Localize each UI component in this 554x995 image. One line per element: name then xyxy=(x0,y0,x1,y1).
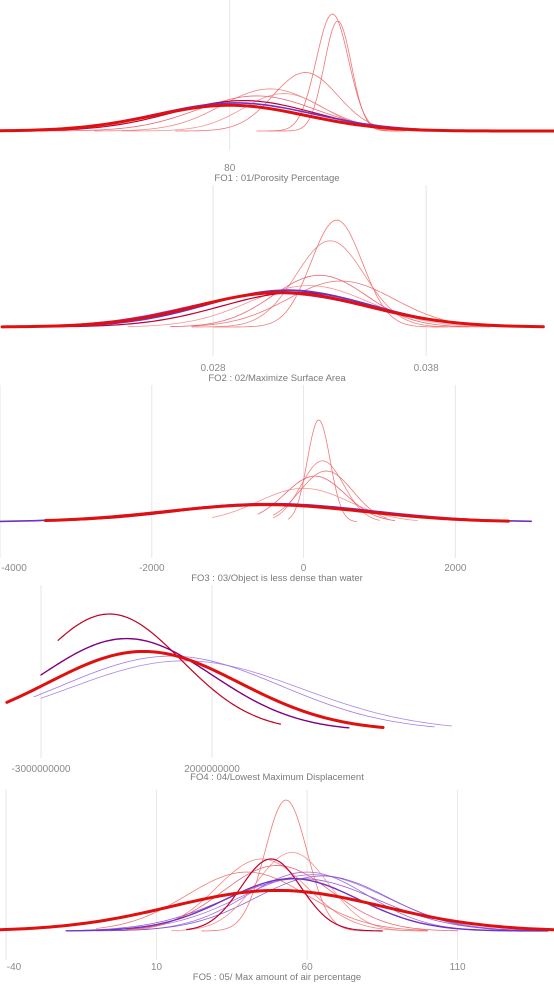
chart-title-2: FO2 : 02/Maximize Surface Area xyxy=(208,373,346,384)
density-curve-5-10 xyxy=(171,852,428,932)
density-curve-1-8 xyxy=(269,20,398,132)
density-curve-4-1 xyxy=(5,649,385,729)
tick-label-3-3: 0 xyxy=(301,563,307,574)
density-curve-5-1 xyxy=(0,888,554,932)
tick-label-4-1: -3000000000 xyxy=(12,764,71,775)
chart-panel-3: -4000 -2000 0 2000 FO3 : 03/Object is less d… xyxy=(0,385,533,584)
density-curve-3-1 xyxy=(44,503,510,523)
tick-label-3-4: 2000 xyxy=(444,563,467,574)
density-curve-5-2 xyxy=(65,877,549,932)
density-curve-5-9 xyxy=(126,865,459,932)
density-curve-4-5 xyxy=(40,660,452,727)
tick-label-5-4: 110 xyxy=(450,962,466,973)
chart-title-4: FO4 : 04/Lowest Maximum Displacement xyxy=(190,772,364,783)
density-curve-5-12 xyxy=(186,858,383,932)
tick-label-2-1: 0.028 xyxy=(201,363,226,374)
density-curve-2-9 xyxy=(191,280,491,327)
density-curve-1-1 xyxy=(0,103,554,133)
tick-label-2-2: 0.038 xyxy=(414,363,439,374)
tick-label-5-3: 60 xyxy=(302,962,314,973)
density-curve-2-7 xyxy=(170,274,491,328)
density-curve-2-5 xyxy=(212,219,448,328)
density-curve-2-1 xyxy=(0,291,545,329)
chart-panel-2: 0.028 0.038 FO2 : 02/Maximize Surface Area xyxy=(0,185,545,384)
density-curve-4-3 xyxy=(57,613,282,725)
density-curve-3-4 xyxy=(287,419,358,523)
chart-title-1: FO1 : 01/Porosity Percentage xyxy=(214,173,339,184)
density-curve-1-9 xyxy=(121,93,447,132)
density-curve-3-6 xyxy=(257,475,396,521)
tick-label-3-2: -2000 xyxy=(139,563,165,574)
density-curve-4-2 xyxy=(40,637,350,729)
density-curve-4-4 xyxy=(33,655,435,728)
density-curve-2-6 xyxy=(191,240,470,328)
tick-label-3-1: -4000 xyxy=(1,563,27,574)
density-curve-3-8 xyxy=(272,470,388,519)
tick-label-1-1: 80 xyxy=(224,163,236,174)
density-curve-2-8 xyxy=(127,285,512,328)
tick-label-5-1: -40 xyxy=(7,962,22,973)
tick-label-4-2: 2000000000 xyxy=(184,764,240,775)
chart-title-5: FO5 : 05/ Max amount of air percentage xyxy=(193,972,361,983)
density-curve-5-6 xyxy=(111,875,549,932)
density-curve-5-11 xyxy=(95,871,428,931)
tick-label-5-2: 10 xyxy=(151,962,163,973)
chart-title-3: FO3 : 03/Object is less dense than water xyxy=(191,573,363,584)
chart-panel-5: -40 10 60 110 FO5 : 05/ Max amount of air pe… xyxy=(0,790,554,983)
density-curve-1-7 xyxy=(256,13,406,132)
